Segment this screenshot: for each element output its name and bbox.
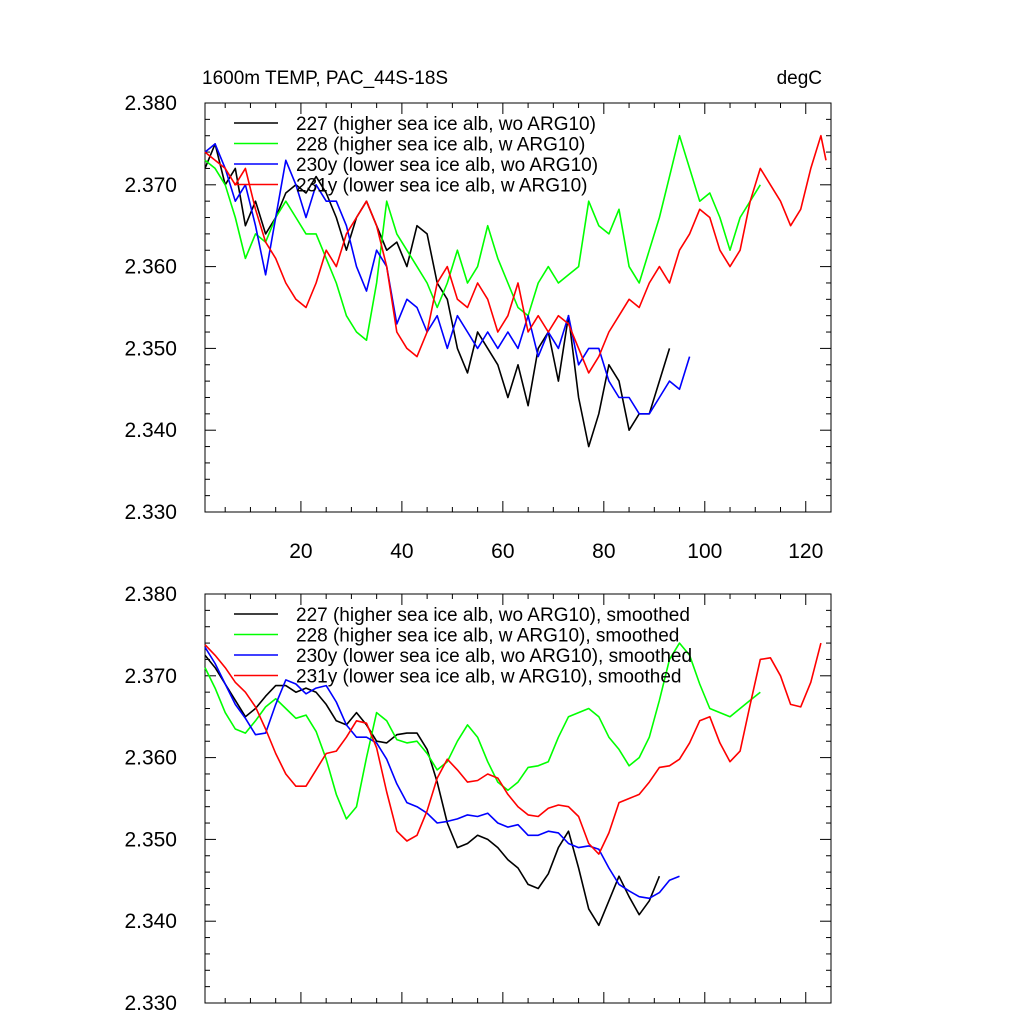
legend-label-0: 227 (higher sea ice alb, wo ARG10) (296, 114, 596, 135)
y-tick-label: 2.350 (124, 828, 177, 851)
series-line-0 (204, 654, 661, 927)
legend-label-3: 231y (lower sea ice alb, w ARG10), smoot… (296, 667, 681, 688)
legend-label-1: 228 (higher sea ice alb, w ARG10), smoot… (296, 626, 679, 647)
legend-label-3: 231y (lower sea ice alb, w ARG10) (296, 176, 587, 197)
top-panel-units: degC (777, 68, 822, 89)
top-plot-area: 2.330 2.340 2.350 2.360 2.370 2.380 20 40 60 80 10… (124, 92, 832, 563)
y-tick-label: 2.370 (124, 174, 177, 197)
y-tick-label: 2.380 (124, 92, 177, 115)
y-tick-label: 2.340 (124, 419, 177, 442)
x-tick-label: 80 (592, 540, 615, 563)
plot-frame (204, 102, 832, 513)
y-tick-label: 2.360 (124, 256, 177, 279)
y-tick-label: 2.350 (124, 337, 177, 360)
series-line-1 (204, 642, 761, 820)
series-line-2 (204, 143, 691, 415)
top-panel: 1600m TEMP, PAC_44S-18S degC 2.3302.3402… (124, 68, 832, 563)
x-tick-label: 40 (390, 540, 413, 563)
y-tick-label: 2.330 (124, 992, 177, 1015)
y-tick-label: 2.370 (124, 665, 177, 688)
legend-label-2: 230y (lower sea ice alb, wo ARG10), smoo… (296, 646, 692, 667)
x-tick-label: 60 (491, 540, 514, 563)
x-tick-label: 120 (788, 540, 823, 563)
series-line-1 (204, 134, 761, 342)
top-panel-title: 1600m TEMP, PAC_44S-18S (202, 68, 448, 89)
plot-frame (204, 593, 832, 1004)
x-tick-label: 100 (687, 540, 722, 563)
legend-label-0: 227 (higher sea ice alb, wo ARG10), smoo… (296, 605, 690, 626)
y-tick-label: 2.340 (124, 910, 177, 933)
legend-label-2: 230y (lower sea ice alb, wo ARG10) (296, 155, 598, 176)
legend-label-1: 228 (higher sea ice alb, w ARG10) (296, 135, 585, 156)
y-tick-label: 2.330 (124, 501, 177, 524)
series-line-3 (204, 642, 822, 855)
bottom-plot-area: 2.330 2.340 2.350 2.360 2.370 2.380 227 (highe… (124, 583, 832, 1015)
x-tick-label: 20 (289, 540, 312, 563)
series-line-3 (204, 134, 827, 374)
y-tick-label: 2.360 (124, 747, 177, 770)
bottom-panel: 2.330 2.340 2.350 2.360 2.370 2.380 227 (highe… (124, 583, 832, 1015)
y-tick-label: 2.380 (124, 583, 177, 606)
